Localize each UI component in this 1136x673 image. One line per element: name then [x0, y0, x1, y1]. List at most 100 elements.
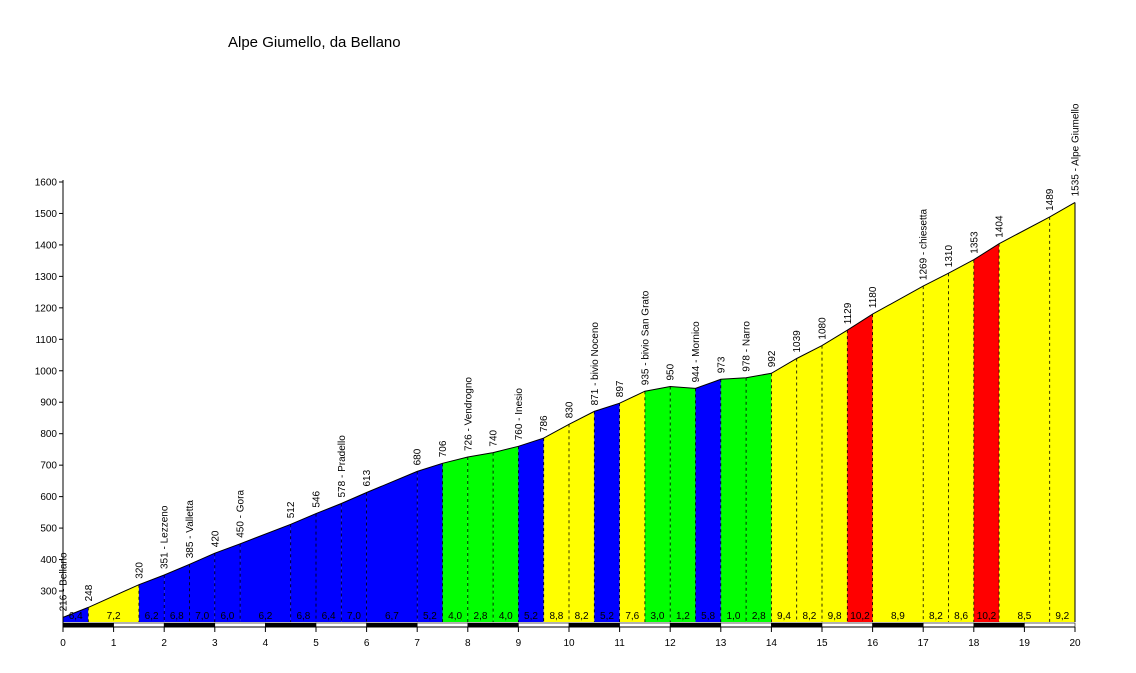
point-annotation: 944 - Mornico: [691, 321, 702, 383]
gradient-label: 2,8: [752, 611, 766, 622]
gradient-label: 6,7: [385, 611, 399, 622]
x-tick-label: 9: [516, 638, 522, 649]
km-strip-cell: [821, 622, 873, 628]
x-tick-label: 5: [313, 638, 319, 649]
profile-segment: [341, 492, 367, 622]
profile-segment: [417, 463, 443, 622]
km-strip-cell: [62, 622, 114, 628]
y-tick-label: 1000: [35, 366, 58, 377]
km-strip-cell: [163, 622, 216, 628]
x-tick-label: 4: [263, 638, 269, 649]
profile-segment: [644, 386, 671, 622]
x-tick-label: 2: [161, 638, 167, 649]
point-annotation: 706: [438, 440, 449, 457]
profile-segment: [796, 345, 822, 622]
gradient-label: 7,0: [347, 611, 361, 622]
km-strip-cell: [113, 622, 165, 628]
profile-segment: [695, 379, 721, 622]
profile-segment: [366, 471, 418, 622]
x-tick-label: 16: [867, 638, 879, 649]
profile-segment: [594, 403, 620, 622]
y-tick-label: 1500: [35, 209, 58, 220]
segments-layer: [63, 202, 1075, 622]
point-annotation: 935 - bivio San Grato: [640, 290, 651, 385]
point-annotation: 1535 - Alpe Giumello: [1071, 103, 1082, 196]
km-strip-cell: [872, 622, 924, 628]
gradient-label: 6,0: [220, 611, 234, 622]
profile-segment: [670, 386, 696, 622]
gradient-label: 9,4: [777, 611, 791, 622]
point-annotation: 351 - Lezzeno: [160, 505, 171, 569]
gradient-label: 5,8: [701, 611, 715, 622]
profile-segment: [619, 391, 645, 622]
point-annotation: 726 - Vendrogno: [463, 377, 474, 451]
x-tick-label: 17: [918, 638, 930, 649]
point-annotation: 680: [413, 448, 424, 465]
profile-segment: [518, 438, 544, 622]
profile-segment: [847, 314, 873, 622]
point-annotation: 216 - Bellano: [59, 552, 70, 611]
point-annotation: 578 - Pradello: [337, 435, 348, 498]
point-annotation: 1080: [818, 317, 829, 340]
x-tick-label: 15: [816, 638, 828, 649]
gradient-label: 8,2: [929, 611, 943, 622]
km-strip-cell: [214, 622, 266, 628]
gradient-label: 2,8: [474, 611, 488, 622]
gradient-label: 8,5: [1017, 611, 1031, 622]
profile-segment: [1049, 202, 1075, 622]
profile-segment: [442, 457, 468, 622]
point-annotation: 992: [767, 350, 778, 367]
y-tick-label: 1300: [35, 272, 58, 283]
axes-layer: 3004005006007008009001000110012001300140…: [35, 178, 1081, 650]
km-strip-cell: [771, 622, 823, 628]
km-strip-cell: [973, 622, 1025, 628]
y-tick-label: 1400: [35, 240, 58, 251]
gradient-label: 5,2: [524, 611, 538, 622]
profile-segment: [493, 446, 519, 622]
gradient-label: 1,0: [727, 611, 741, 622]
profile-outline: [62, 201, 1076, 618]
point-annotation: 1353: [969, 231, 980, 254]
gradient-label: 9,8: [828, 611, 842, 622]
y-tick-label: 900: [40, 398, 57, 409]
x-tick-label: 8: [465, 638, 471, 649]
profile-segment: [543, 424, 569, 622]
x-tick-label: 18: [968, 638, 980, 649]
profile-segment: [999, 216, 1050, 622]
point-annotation: 385 - Valletta: [185, 500, 196, 559]
point-annotation: 1039: [792, 330, 803, 353]
point-annotation: 1310: [944, 245, 955, 268]
point-annotation: 1269 - chiesetta: [919, 209, 930, 281]
point-annotation: 546: [312, 490, 323, 507]
profile-segment: [88, 584, 139, 622]
profile-segment: [569, 411, 595, 622]
gradient-label: 8,8: [549, 611, 563, 622]
gradient-label: 6,4: [322, 611, 336, 622]
km-strip-cell: [467, 622, 519, 628]
km-strip-cell: [518, 622, 570, 628]
x-tick-label: 1: [111, 638, 117, 649]
point-annotation: 950: [666, 363, 677, 380]
x-tick-label: 14: [766, 638, 778, 649]
point-annotation: 786: [539, 415, 550, 432]
profile-segment: [822, 330, 848, 622]
point-annotation: 830: [565, 401, 576, 418]
profile-segment: [214, 543, 241, 622]
dividers-layer: [87, 216, 1051, 622]
chart-title: Alpe Giumello, da Bellano: [228, 34, 401, 51]
point-annotation: 1129: [843, 302, 854, 324]
profile-segment: [467, 452, 494, 622]
y-tick-label: 1200: [35, 303, 58, 314]
x-tick-label: 13: [715, 638, 727, 649]
point-annotation: 897: [615, 380, 626, 397]
km-strip-cell: [315, 622, 367, 628]
y-tick-label: 400: [40, 555, 57, 566]
x-tick-label: 20: [1069, 638, 1081, 649]
gradient-label: 6,4: [69, 611, 83, 622]
gradient-label: 4,0: [499, 611, 513, 622]
y-tick-label: 1100: [35, 335, 57, 346]
gradient-label: 7,6: [625, 611, 639, 622]
gradient-label: 8,9: [891, 611, 905, 622]
point-annotation: 1180: [868, 286, 879, 308]
profile-segment: [63, 607, 89, 622]
